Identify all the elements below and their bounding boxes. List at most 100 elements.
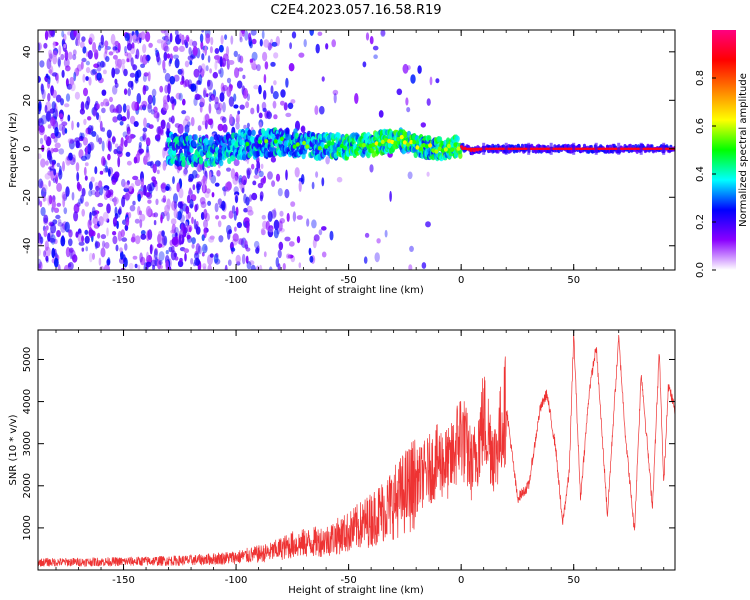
spectrogram-cell — [205, 188, 211, 194]
spectrogram-cell — [109, 96, 113, 103]
spectrogram-cell — [64, 221, 70, 233]
spectrogram-cell — [83, 87, 88, 97]
colorbar-scale — [712, 30, 736, 270]
spectrogram-cell — [45, 111, 52, 122]
spectrogram-cell — [191, 237, 196, 245]
spectrogram-cell — [124, 46, 127, 54]
spectrogram-cell — [280, 100, 285, 106]
spectrogram-cell — [228, 210, 234, 219]
spectrogram-cell — [213, 253, 219, 264]
spectrogram-cell — [113, 171, 120, 179]
spectrogram-cell — [106, 258, 111, 266]
spectrogram-cell — [162, 195, 167, 203]
spectrogram-cell — [405, 97, 409, 106]
y-tick-label: 20 — [22, 94, 33, 107]
spectrogram-cell — [51, 101, 56, 111]
spectrogram-cell — [639, 142, 643, 155]
spectrogram-cell — [130, 80, 134, 91]
spectrogram-cell — [87, 219, 92, 230]
spectrogram-cell — [237, 238, 244, 245]
spectrogram-cell — [325, 156, 330, 165]
y-tick-label: -40 — [22, 238, 33, 254]
spectrogram-cell — [102, 98, 110, 107]
spectrogram-cell — [425, 144, 429, 149]
spectrogram-cell — [203, 208, 208, 220]
spectrogram-cell — [102, 211, 109, 222]
spectrogram-cell — [126, 126, 131, 135]
spectrogram-cell — [82, 46, 87, 54]
spectrogram-cell — [119, 257, 125, 264]
spectrogram-cell — [57, 58, 61, 68]
spectrogram-cell — [292, 144, 297, 149]
spectrogram-cell — [264, 61, 269, 70]
spectrogram-cell — [60, 223, 66, 233]
spectrogram-cell — [113, 197, 119, 205]
spectrogram-cell — [142, 131, 147, 142]
spectrogram-cell — [162, 161, 167, 171]
spectrogram-cell — [48, 49, 53, 57]
spectrogram-cell — [174, 226, 179, 236]
spectrogram-cell — [222, 53, 229, 62]
spectrogram-cell — [183, 248, 190, 254]
spectrogram-cell — [453, 142, 458, 147]
spectrogram-cell — [172, 176, 175, 185]
spectrogram-cell — [156, 243, 163, 249]
spectrogram-cell — [133, 156, 138, 164]
spectrogram-cell — [81, 235, 85, 243]
spectrogram-cell — [264, 139, 269, 144]
spectrogram-cell — [218, 235, 224, 243]
spectrogram-cell — [95, 185, 100, 192]
colorbar: 0.0 0.2 0.4 0.6 0.8 Normalized spectral ampl… — [695, 30, 749, 278]
spectrogram-cell — [75, 162, 80, 172]
spectrogram-cell — [192, 170, 198, 179]
spectrogram-cell — [47, 75, 51, 85]
spectrogram-cell — [372, 45, 379, 51]
spectrogram-cell — [115, 143, 119, 148]
spectrogram-cell — [105, 56, 110, 62]
spectrogram-cell — [234, 67, 240, 79]
spectrogram-cell — [215, 215, 220, 220]
spectrogram-cell — [339, 143, 344, 149]
spectrogram-cell — [193, 134, 198, 141]
spectrogram-cell — [195, 243, 201, 254]
spectrogram-cell — [141, 100, 148, 108]
spectrogram-cell — [270, 85, 274, 95]
spectrogram-cell — [270, 61, 276, 67]
spectrogram-cell — [139, 213, 146, 222]
spectrogram-cell — [193, 262, 197, 267]
spectrogram-cell — [176, 182, 180, 193]
spectrogram-cell — [456, 146, 461, 151]
spectrogram-cell — [134, 179, 141, 187]
spectrogram-cell — [160, 119, 166, 130]
spectrogram-cell — [443, 147, 448, 152]
spectrogram-cell — [51, 247, 56, 259]
spectrogram-cell — [63, 103, 70, 108]
spectrogram-cell — [180, 223, 184, 233]
spectrogram-cell — [101, 89, 107, 96]
spectrogram-cell — [321, 177, 325, 187]
spectrogram-cell — [373, 54, 378, 59]
spectrogram-cell — [165, 186, 170, 191]
spectrogram-cell — [41, 89, 46, 100]
spectrogram-cell — [205, 33, 211, 44]
spectrogram-cell — [285, 169, 288, 181]
spectrogram-cell — [147, 229, 153, 241]
spectrogram-cell — [224, 264, 228, 270]
spectrogram-cell — [286, 212, 290, 222]
spectrogram-cell — [55, 214, 61, 220]
spectrogram-cell — [103, 264, 110, 270]
spectrogram-cell — [212, 71, 218, 79]
spectrogram-cell — [417, 65, 422, 74]
spectrogram-cell — [207, 200, 212, 206]
spectrogram-cell — [369, 36, 374, 45]
y-tick-label: 4000 — [22, 389, 33, 414]
spectrogram-cell — [447, 143, 451, 149]
spectrogram-cell — [265, 220, 270, 231]
spectrogram-cell — [251, 51, 258, 61]
spectrogram-cell — [289, 42, 292, 50]
spectrogram-cell — [158, 251, 165, 262]
spectrogram-cell — [180, 81, 184, 85]
spectrogram-cell — [440, 148, 445, 153]
spectrogram-cell — [94, 166, 98, 175]
